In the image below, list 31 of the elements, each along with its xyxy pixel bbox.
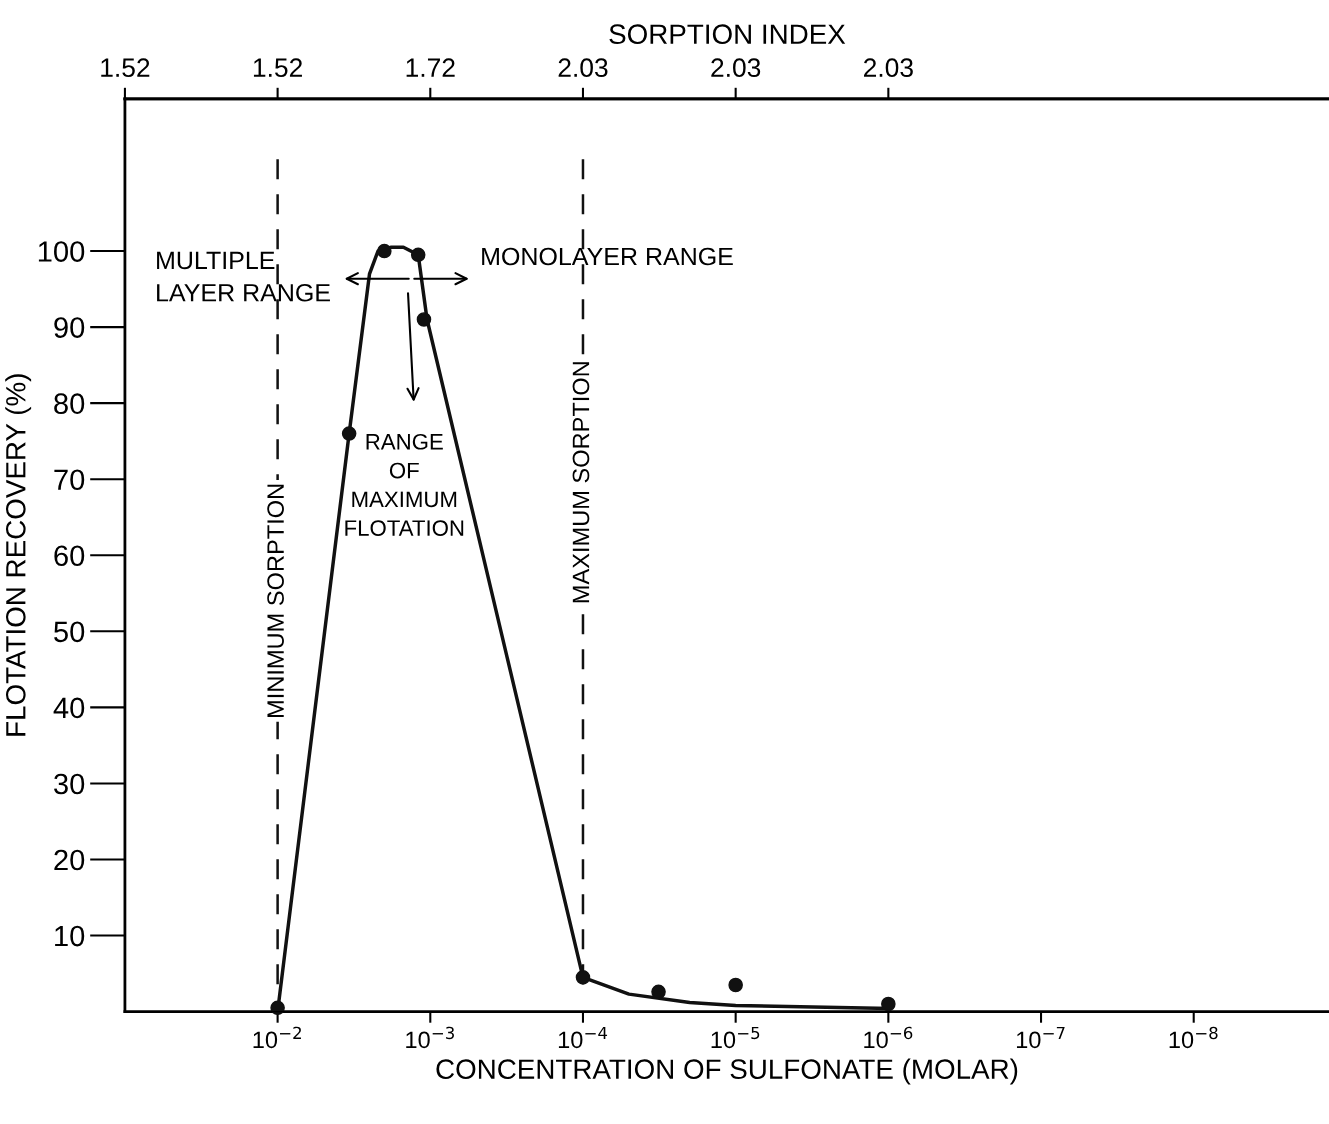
text: 2.03: [558, 58, 608, 78]
y-tick-label: 80: [54, 393, 85, 414]
y-tick-label: 40: [53, 697, 85, 719]
y-axis-title: FLOTATION RECOVERY (%): [5, 374, 32, 736]
x-tick-label: 10$^{−5}$: [711, 1026, 760, 1049]
y-tick-label: 30: [54, 773, 85, 795]
annotation: MULTIPLE LAYER RANGE: [157, 251, 330, 302]
text: 2.03: [864, 58, 913, 78]
annotation: MONOLAYER RANGE: [482, 247, 733, 266]
text: 1.52: [253, 58, 302, 78]
x-tick-label: 10$^{−7}$: [1016, 1026, 1065, 1049]
y-tick-label: 50: [54, 621, 85, 643]
x-tick-label: 10$^{−3}$: [406, 1026, 454, 1049]
x-tick-label: 10$^{−8}$: [1169, 1026, 1218, 1049]
y-tick-label: 10: [55, 925, 85, 947]
x-tick-label: 10$^{−4}$: [558, 1026, 608, 1049]
y-tick-label: 20: [54, 849, 85, 871]
x-axis-title: CONCENTRATION OF SULFONATE (MOLAR): [436, 1058, 1018, 1085]
ref-line-label: MINIMUM SORPTION: [267, 484, 284, 717]
annotation: RANGE OF MAXIMUM FLOTATION: [345, 433, 464, 536]
x-tick-label: 10$^{−6}$: [864, 1026, 913, 1049]
y-tick-label: 70: [54, 469, 85, 491]
y-tick-label: 100: [38, 241, 85, 262]
y-tick-label: 90: [54, 317, 85, 338]
text: 1.52: [101, 58, 150, 78]
text: 1.72: [406, 58, 455, 77]
x-tick-label: 10$^{−2}$: [253, 1026, 301, 1049]
y-tick-label: 60: [54, 545, 85, 567]
text: 2.03: [711, 58, 761, 78]
ref-line-label: MAXIMUM SORPTION: [572, 362, 590, 603]
x2-axis-title: SORPTION INDEX: [609, 24, 846, 45]
